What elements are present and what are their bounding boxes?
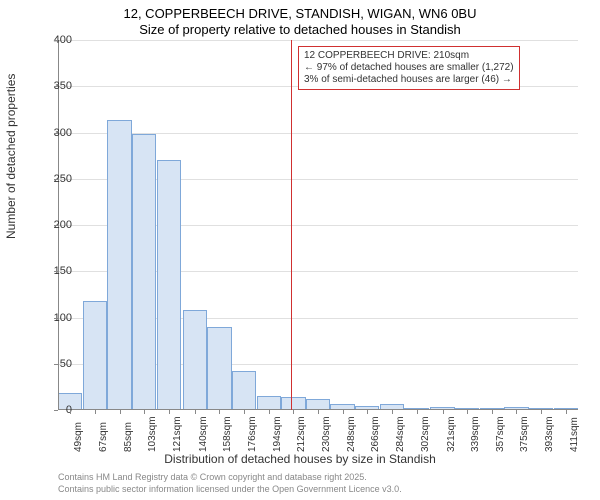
x-tick-mark <box>467 410 468 414</box>
x-tick-mark <box>417 410 418 414</box>
x-tick-mark <box>244 410 245 414</box>
x-tick-mark <box>492 410 493 414</box>
x-tick-label: 393sqm <box>544 416 555 452</box>
x-tick-mark <box>195 410 196 414</box>
x-tick-mark <box>219 410 220 414</box>
x-tick-label: 411sqm <box>569 417 580 452</box>
y-tick-label: 350 <box>32 80 72 92</box>
y-tick-mark <box>54 271 58 272</box>
x-tick-mark <box>443 410 444 414</box>
y-tick-mark <box>54 86 58 87</box>
y-tick-mark <box>54 364 58 365</box>
x-tick-label: 49sqm <box>73 422 84 452</box>
y-axis-label: Number of detached properties <box>4 225 18 239</box>
footer-line2: Contains public sector information licen… <box>58 484 402 494</box>
x-axis-label: Distribution of detached houses by size … <box>0 452 600 466</box>
y-tick-label: 100 <box>32 312 72 324</box>
x-tick-mark <box>169 410 170 414</box>
y-tick-label: 150 <box>32 265 72 277</box>
x-tick-mark <box>70 410 71 414</box>
x-tick-label: 85sqm <box>123 422 134 452</box>
histogram-bar <box>232 371 256 410</box>
histogram-bar <box>107 120 131 410</box>
x-tick-label: 230sqm <box>321 416 332 452</box>
x-tick-label: 302sqm <box>420 416 431 452</box>
x-tick-label: 284sqm <box>395 416 406 452</box>
x-tick-label: 176sqm <box>247 416 258 452</box>
annotation-line2: ← 97% of detached houses are smaller (1,… <box>304 62 514 74</box>
grid-line <box>58 133 578 134</box>
annotation-line1: 12 COPPERBEECH DRIVE: 210sqm <box>304 50 514 62</box>
x-tick-label: 339sqm <box>470 416 481 452</box>
x-tick-mark <box>566 410 567 414</box>
y-tick-mark <box>54 318 58 319</box>
y-tick-mark <box>54 133 58 134</box>
x-tick-label: 321sqm <box>446 416 457 452</box>
x-tick-label: 375sqm <box>519 416 530 452</box>
y-tick-label: 200 <box>32 219 72 231</box>
y-tick-mark <box>54 225 58 226</box>
x-tick-mark <box>367 410 368 414</box>
y-tick-label: 400 <box>32 34 72 46</box>
footer-line1: Contains HM Land Registry data © Crown c… <box>58 472 367 482</box>
grid-line <box>58 40 578 41</box>
annotation-box: 12 COPPERBEECH DRIVE: 210sqm ← 97% of de… <box>298 46 520 90</box>
marker-line <box>291 40 292 410</box>
x-tick-mark <box>269 410 270 414</box>
x-tick-label: 212sqm <box>296 416 307 452</box>
x-tick-mark <box>120 410 121 414</box>
chart-container: 12, COPPERBEECH DRIVE, STANDISH, WIGAN, … <box>0 0 600 500</box>
x-tick-mark <box>144 410 145 414</box>
y-tick-label: 300 <box>32 127 72 139</box>
y-tick-label: 250 <box>32 173 72 185</box>
x-tick-label: 121sqm <box>172 416 183 452</box>
x-tick-mark <box>516 410 517 414</box>
y-tick-label: 0 <box>32 404 72 416</box>
histogram-bar <box>207 327 231 410</box>
y-tick-label: 50 <box>32 358 72 370</box>
y-tick-mark <box>54 40 58 41</box>
x-tick-mark <box>318 410 319 414</box>
y-tick-mark <box>54 410 58 411</box>
histogram-bar <box>257 396 281 410</box>
x-tick-mark <box>392 410 393 414</box>
x-tick-label: 158sqm <box>222 416 233 452</box>
annotation-line3: 3% of semi-detached houses are larger (4… <box>304 74 514 86</box>
histogram-bar <box>83 301 107 410</box>
x-tick-label: 67sqm <box>98 422 109 452</box>
x-tick-mark <box>293 410 294 414</box>
x-tick-mark <box>95 410 96 414</box>
x-tick-label: 103sqm <box>147 416 158 452</box>
x-tick-label: 140sqm <box>198 416 209 452</box>
histogram-bar <box>132 134 156 410</box>
x-tick-label: 248sqm <box>346 416 357 452</box>
x-tick-label: 266sqm <box>370 416 381 452</box>
x-tick-label: 357sqm <box>495 416 506 452</box>
x-tick-mark <box>343 410 344 414</box>
chart-title-line2: Size of property relative to detached ho… <box>0 22 600 37</box>
x-tick-mark <box>541 410 542 414</box>
x-tick-label: 194sqm <box>272 416 283 452</box>
histogram-bar <box>183 310 207 410</box>
y-tick-mark <box>54 179 58 180</box>
chart-title-line1: 12, COPPERBEECH DRIVE, STANDISH, WIGAN, … <box>0 6 600 21</box>
plot-area: 12 COPPERBEECH DRIVE: 210sqm ← 97% of de… <box>58 40 578 410</box>
histogram-bar <box>157 160 181 410</box>
